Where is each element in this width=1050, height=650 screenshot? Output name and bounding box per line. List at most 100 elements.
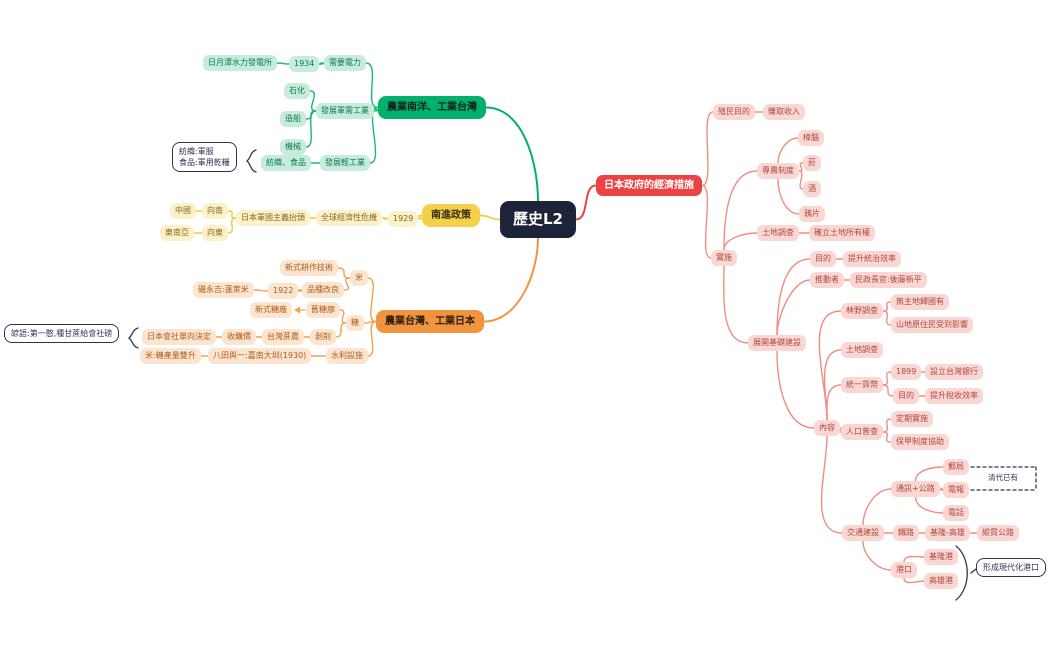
- node-ownerless-land-nationalized[interactable]: 無主地歸國有: [891, 294, 949, 310]
- node-purchase-price[interactable]: 收購價: [222, 329, 256, 345]
- node-baojia-assist[interactable]: 保甲制度協助: [891, 434, 949, 450]
- node-southward-policy[interactable]: 南進政策: [422, 204, 480, 227]
- edge-new-farming-tech-rice: [337, 267, 351, 279]
- node-tobacco[interactable]: 菸: [803, 155, 821, 171]
- node-north-south-highway[interactable]: 縱貫公路: [977, 525, 1019, 541]
- node-telecom-roads[interactable]: 通訊+公路: [891, 481, 940, 497]
- node-alcohol[interactable]: 酒: [803, 181, 821, 197]
- edge-monopoly-system-alcohol: [798, 170, 804, 190]
- node-light-industry[interactable]: 發展輕工業: [320, 155, 370, 171]
- node-monopoly-system[interactable]: 專賣制度: [757, 163, 799, 179]
- node-currency-purpose[interactable]: 目的: [893, 388, 919, 404]
- node-toward-south[interactable]: 向南: [202, 203, 228, 219]
- proverb-note[interactable]: 諺語:第一憨,種甘蔗給會社磅: [4, 324, 120, 343]
- node-land-survey-a[interactable]: 土地調查: [757, 225, 799, 241]
- node-telephone[interactable]: 電話: [943, 505, 969, 521]
- edge-census-regular-implementation: [882, 418, 892, 433]
- node-earn-income[interactable]: 賺取收入: [763, 104, 805, 120]
- node-railway[interactable]: 鐵路: [893, 525, 919, 541]
- node-iso-eikichi-ponlai-rice[interactable]: 磯永吉:蓬萊米: [193, 282, 254, 298]
- edge-sun-moon-lake-plant-year-1934: [276, 62, 290, 65]
- node-irrigation-facilities[interactable]: 水利設施: [326, 348, 368, 364]
- node-promoter[interactable]: 推動者: [810, 272, 844, 288]
- node-textile-food[interactable]: 紡織、食品: [261, 155, 311, 171]
- node-keelung-port[interactable]: 基隆港: [924, 549, 958, 565]
- line-decoration-3: [970, 568, 977, 574]
- edge-red-topic-colonial-purpose: [701, 111, 714, 187]
- edge-ports-keelung-port: [903, 555, 925, 563]
- node-census[interactable]: 人口普查: [841, 424, 883, 440]
- edge-implementation-infrastructure: [723, 265, 749, 344]
- node-rice-sugar-output-up[interactable]: 米:糖產量雙升: [140, 348, 201, 364]
- edge-rice-orange-topic: [367, 277, 377, 323]
- arrowhead-icon: [294, 306, 300, 314]
- node-transport[interactable]: 交通建設: [842, 525, 884, 541]
- node-rice[interactable]: 米: [350, 270, 368, 286]
- node-forest-survey[interactable]: 林野調查: [841, 303, 883, 319]
- node-improve-governance-efficiency[interactable]: 提升統治效率: [843, 251, 901, 267]
- node-camphor[interactable]: 樟腦: [798, 130, 824, 146]
- node-exploitation[interactable]: 剝削: [310, 329, 336, 345]
- edge-infrastructure-purpose: [776, 258, 811, 336]
- node-china[interactable]: 中國: [170, 203, 196, 219]
- node-center-topic[interactable]: 歷史L2: [500, 201, 576, 238]
- node-petrochemical[interactable]: 石化: [284, 83, 310, 99]
- node-southeast-asia[interactable]: 東南亞: [160, 225, 194, 241]
- edge-contents-transport: [820, 435, 843, 534]
- node-electricity-needed[interactable]: 需要電力: [324, 55, 366, 71]
- node-keelung-kaohsiung[interactable]: 基隆-高雄: [925, 525, 970, 541]
- edge-southward-policy-center-topic: [479, 214, 501, 221]
- edge-unified-currency-currency-purpose: [882, 384, 894, 397]
- edge-monopoly-system-opium: [777, 178, 800, 215]
- node-sun-moon-lake-plant[interactable]: 日月潭水力發電所: [203, 55, 277, 71]
- node-global-economic-crisis[interactable]: 全球經濟性危機: [316, 210, 382, 226]
- node-new-sugar-factory[interactable]: 新式糖廠: [250, 302, 292, 318]
- node-infrastructure[interactable]: 展開基礎建設: [748, 335, 806, 351]
- node-toward-east[interactable]: 向東: [202, 225, 228, 241]
- node-bank-of-taiwan[interactable]: 設立台灣銀行: [925, 364, 983, 380]
- node-year-1929[interactable]: 1929: [388, 211, 419, 227]
- node-contents[interactable]: 內容: [814, 420, 840, 436]
- edge-implementation-land-survey-a: [723, 232, 758, 251]
- brace-left-decoration-1: [127, 327, 139, 349]
- edge-global-economic-crisis-year-1929: [381, 217, 389, 220]
- modern-port-note[interactable]: 形成現代化港口: [976, 558, 1046, 577]
- node-year-1899[interactable]: 1899: [891, 364, 922, 380]
- node-tax-efficiency[interactable]: 提升稅收效率: [925, 388, 983, 404]
- edge-red-topic-implementation: [701, 184, 712, 259]
- node-opium[interactable]: 鴉片: [799, 206, 825, 222]
- node-post-office[interactable]: 郵局: [943, 459, 969, 475]
- edge-year-1922-breed-improvement: [297, 289, 303, 292]
- edge-forest-survey-ownerless-land-nationalized: [882, 301, 892, 312]
- node-year-1922[interactable]: 1922: [268, 283, 299, 299]
- node-green-topic[interactable]: 農業南洋、工業台灣: [378, 96, 486, 119]
- node-company-unilateral-decision[interactable]: 日本會社單向決定: [142, 329, 216, 345]
- node-breed-improvement[interactable]: 品種改良: [302, 282, 344, 298]
- node-colonial-purpose[interactable]: 殖民目的: [713, 104, 755, 120]
- node-goto-shinpei[interactable]: 民政長官:後藤新平: [850, 272, 927, 288]
- textile-note[interactable]: 紡織:軍服 食品:軍用乾糧: [172, 142, 237, 172]
- node-establish-land-ownership[interactable]: 確立土地所有權: [809, 225, 875, 241]
- node-shipbuilding[interactable]: 造船: [280, 111, 306, 127]
- node-red-topic[interactable]: 日本政府的經濟措施: [596, 175, 702, 196]
- node-telegraph[interactable]: 電報: [943, 482, 969, 498]
- node-sugar[interactable]: 糖: [346, 315, 364, 331]
- node-unified-currency[interactable]: 統一貨幣: [841, 377, 883, 393]
- node-purpose[interactable]: 目的: [810, 251, 836, 267]
- node-new-farming-tech[interactable]: 新式耕作技術: [280, 260, 338, 276]
- node-taiwan-cane-farmers[interactable]: 台灣蔗農: [262, 329, 304, 345]
- node-kaohsiung-port[interactable]: 高雄港: [924, 573, 958, 589]
- node-orange-topic[interactable]: 農業台灣、工業日本: [376, 310, 484, 333]
- node-military-industry[interactable]: 發展軍需工業: [316, 103, 374, 119]
- node-ports[interactable]: 港口: [891, 562, 917, 578]
- node-machinery[interactable]: 機械: [280, 139, 306, 155]
- node-regular-implementation[interactable]: 定期實施: [891, 411, 933, 427]
- edge-petrochemical-military-industry: [309, 90, 317, 112]
- node-implementation[interactable]: 實施: [711, 250, 737, 266]
- node-militarism-rise[interactable]: 日本軍國主義抬頭: [236, 210, 310, 226]
- node-land-survey-b[interactable]: 土地調查: [841, 342, 883, 358]
- node-hatta-yoichi-chianan-canal[interactable]: 八田與一:嘉南大圳(1930): [208, 348, 312, 364]
- node-year-1934[interactable]: 1934: [289, 56, 320, 72]
- node-old-sugar-mill[interactable]: 舊糖廍: [306, 302, 340, 318]
- node-indigenous-affected[interactable]: 山地原住民受到影響: [891, 317, 973, 333]
